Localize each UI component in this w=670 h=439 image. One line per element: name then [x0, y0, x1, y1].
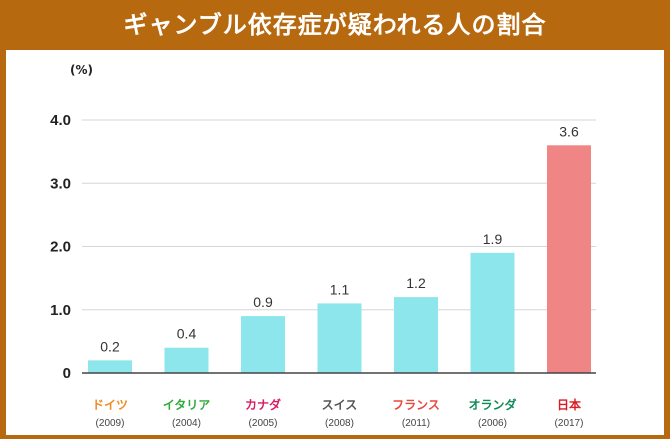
data-label: 0.2 [100, 338, 120, 354]
bars [88, 145, 591, 373]
x-category-label: カナダ [245, 397, 281, 412]
bar-chart: (%) 01.02.03.04.0 0.20.40.91.1 1.21.93.6 … [50, 63, 596, 429]
bar [394, 297, 438, 373]
bar [547, 145, 591, 373]
x-category-label: イタリア [163, 398, 211, 412]
x-category-label: 日本 [557, 397, 581, 412]
x-category-label: ドイツ [92, 398, 128, 412]
data-labels: 0.2 0.4 0.9 1.1 1.2 1.9 3.6 [100, 123, 579, 354]
data-label: 0.4 [177, 326, 197, 342]
x-category-label: オランダ [468, 397, 516, 412]
y-tick-label: 3.0 [50, 175, 71, 192]
chart-panel: (%) 0 1.0 2.0 3.0 4.0 0.2 0.4 0.9 1.1 1.2 1.9 3.6 … [6, 50, 664, 435]
x-year-label: (2017) [555, 418, 584, 429]
x-year-label: (2005) [249, 418, 278, 429]
x-category-label: スイス [322, 398, 358, 412]
bar [241, 316, 285, 373]
y-tick-label: 4.0 [50, 112, 71, 129]
y-axis-unit-label: (%) [70, 63, 93, 77]
data-label: 3.6 [559, 123, 579, 139]
bar [164, 347, 209, 373]
bar [317, 303, 362, 373]
y-tick-label: 2.0 [50, 239, 71, 256]
bar [470, 252, 515, 373]
x-year-label: (2006) [478, 418, 507, 429]
bar [88, 360, 132, 373]
data-label: 1.2 [406, 275, 426, 291]
y-tick-label: 1.0 [50, 302, 71, 319]
data-label: 0.9 [253, 294, 273, 310]
x-category-labels: ドイツ (2009) イタリア (2004) カナダ (2005) スイス (2008) フラン… [92, 397, 583, 429]
x-category-label: フランス [392, 398, 440, 412]
x-year-label: (2004) [172, 418, 201, 429]
y-tick-label: 0 [63, 365, 71, 382]
data-label: 1.1 [330, 281, 350, 297]
chart-title: ギャンブル依存症が疑われる人の割合 [123, 11, 547, 39]
x-year-label: (2011) [402, 418, 430, 429]
data-label: 1.9 [483, 231, 503, 247]
x-year-label: (2008) [325, 418, 354, 429]
x-year-label: (2009) [96, 418, 125, 429]
y-tick-labels: 0 1.0 2.0 3.0 4.0 [50, 112, 71, 382]
